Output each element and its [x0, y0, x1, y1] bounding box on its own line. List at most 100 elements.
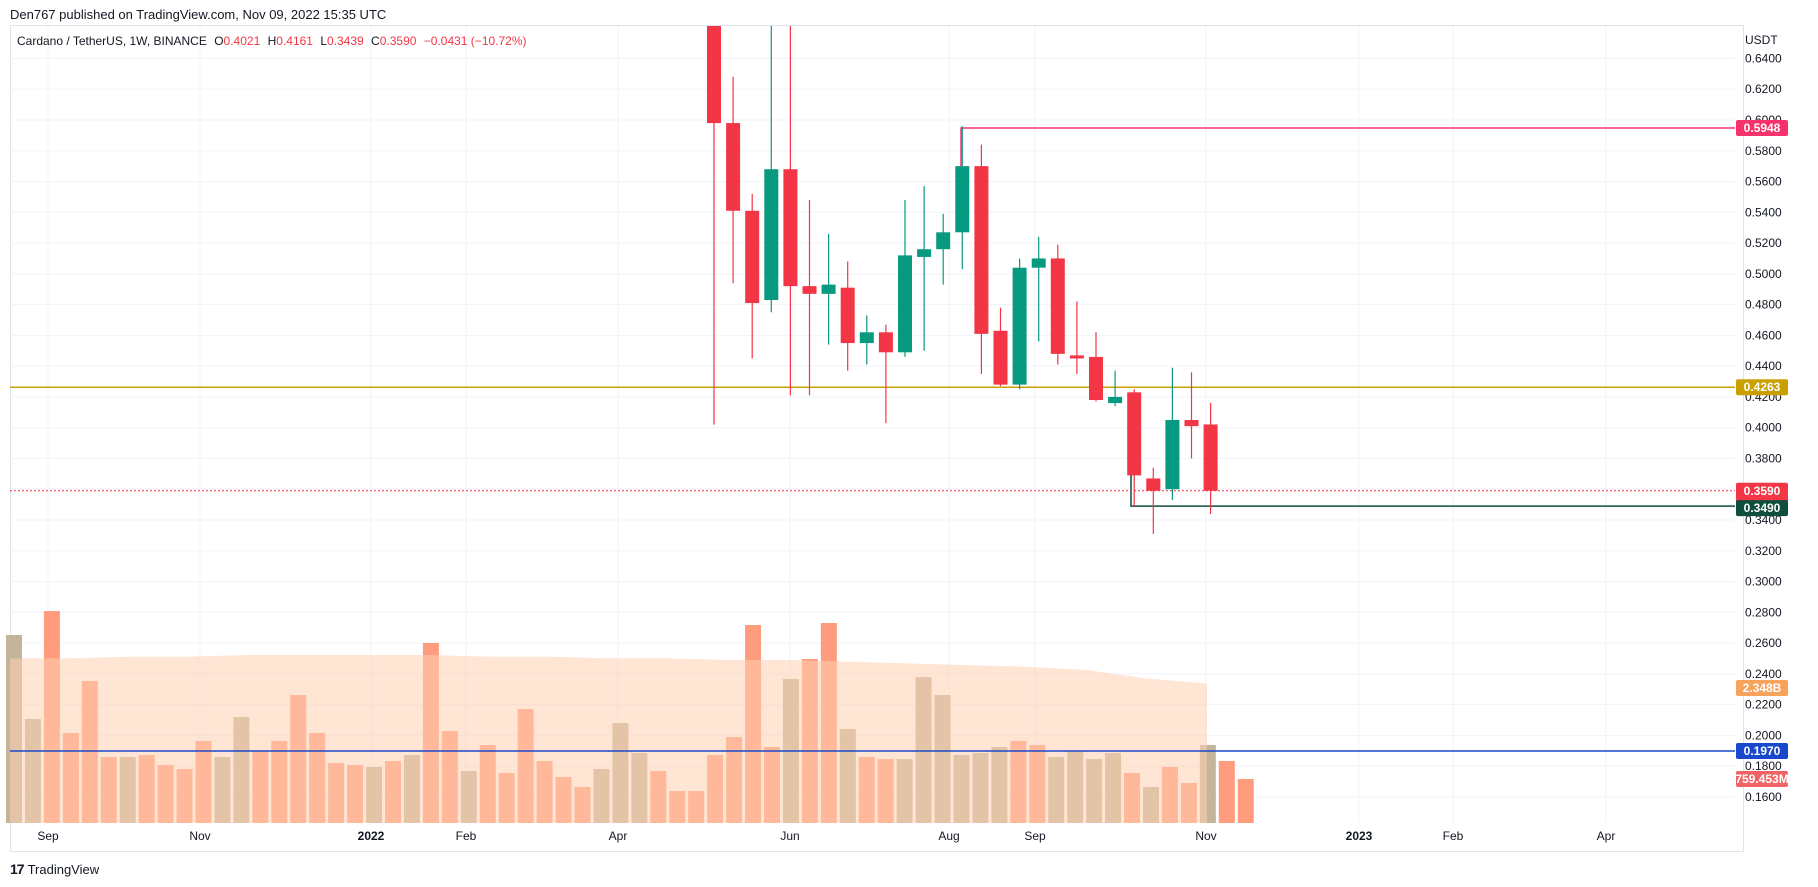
candle-body: [917, 249, 932, 257]
y-tick-label: 0.1600: [1745, 790, 1782, 804]
y-tick-label: 0.4800: [1745, 298, 1782, 312]
candle-body: [955, 166, 970, 233]
candle-body: [840, 287, 855, 344]
level-tag-0.5948: 0.5948: [1744, 121, 1781, 135]
x-tick-label: Aug: [938, 829, 959, 843]
x-tick-label: Apr: [609, 829, 628, 843]
candle-body: [802, 286, 817, 294]
high-label: H: [267, 34, 277, 48]
y-tick-label: 0.4600: [1745, 328, 1782, 342]
candle-body: [821, 284, 836, 294]
x-tick-label: Jun: [780, 829, 799, 843]
volume-bar: [1218, 761, 1235, 823]
candle-body: [878, 332, 893, 353]
close-label: C: [371, 34, 380, 48]
volume-pane: [6, 611, 1254, 823]
chart-frame: [10, 25, 1744, 852]
candle-body: [1031, 258, 1046, 268]
low-label: L: [320, 34, 327, 48]
level-tag-0.4263-bg: [1736, 379, 1788, 396]
y-tick-label: 0.6200: [1745, 82, 1782, 96]
candle-body: [745, 210, 760, 304]
change-value: −0.0431 (−10.72%): [423, 34, 527, 48]
volume-bar: [1237, 779, 1254, 823]
currency-label: USDT: [1745, 33, 1778, 47]
candle-body: [898, 255, 912, 353]
candle-body: [1012, 267, 1027, 385]
candle-body: [1069, 355, 1084, 359]
symbol-label: Cardano / TetherUS, 1W, BINANCE: [17, 34, 207, 48]
candle-body: [974, 166, 989, 334]
y-tick-label: 0.5800: [1745, 144, 1782, 158]
level-tag-0.4263: 0.4263: [1744, 380, 1781, 394]
level-tag-0.5948-bg: [1736, 120, 1788, 136]
level-tag-0.3490-bg: [1736, 500, 1788, 517]
candle-body: [726, 123, 741, 211]
volume-tag-bg: [1736, 771, 1788, 787]
y-tick-label: 0.4000: [1745, 421, 1782, 435]
resistance-line: [960, 127, 1735, 167]
x-tick-label: 2022: [358, 829, 385, 843]
open-label: O: [214, 34, 224, 48]
level-tag-0.3490: 0.3490: [1744, 501, 1781, 515]
y-tick-label: 0.2400: [1745, 667, 1782, 681]
candle-body: [1089, 356, 1103, 400]
price-axis: USDT0.64000.62000.60000.58000.56000.5400…: [1745, 33, 1782, 804]
y-tick-label: 0.2800: [1745, 605, 1782, 619]
y-tick-label: 0.2600: [1745, 636, 1782, 650]
candle-body: [1146, 478, 1161, 491]
candle-body: [1108, 396, 1123, 404]
level-tag-0.1970: 0.1970: [1744, 744, 1781, 758]
low-value: 0.3439: [327, 34, 364, 48]
candle-body: [936, 232, 951, 250]
volume-tag: 759.453M: [1735, 772, 1788, 786]
x-tick-label: 2023: [1346, 829, 1373, 843]
candle-body: [1127, 392, 1142, 476]
tradingview-brand: TradingView: [27, 862, 100, 877]
volume-ma-tag: 2.348B: [1743, 681, 1782, 695]
horizontal-levels: [10, 127, 1735, 752]
low-line: [1130, 473, 1735, 507]
y-tick-label: 0.2200: [1745, 698, 1782, 712]
high-value: 0.4161: [276, 34, 313, 48]
y-tick-label: 0.3400: [1745, 513, 1782, 527]
candle-body: [993, 330, 1008, 385]
ohlc-legend: Cardano / TetherUS, 1W, BINANCE O0.4021 …: [17, 34, 527, 48]
x-tick-label: Sep: [37, 829, 59, 843]
y-tick-label: 0.3200: [1745, 544, 1782, 558]
candle-body: [783, 169, 798, 287]
volume-ma-tag-bg: [1736, 680, 1788, 696]
y-tick-label: 0.3000: [1745, 575, 1782, 589]
x-tick-label: Nov: [1195, 829, 1216, 843]
y-tick-label: 0.5400: [1745, 205, 1782, 219]
candle-body: [1050, 258, 1065, 354]
y-tick-label: 0.4400: [1745, 359, 1782, 373]
candles: [707, 26, 1218, 534]
x-tick-label: Sep: [1024, 829, 1046, 843]
publisher-line: Den767 published on TradingView.com, Nov…: [10, 7, 387, 22]
tradingview-logo-icon: 17: [10, 861, 25, 877]
y-tick-label: 0.3800: [1745, 451, 1782, 465]
x-tick-label: Nov: [189, 829, 210, 843]
close-value: 0.3590: [379, 34, 417, 48]
x-tick-label: Feb: [1443, 829, 1464, 843]
candle-body: [1165, 420, 1180, 490]
level-tag-0.1970-bg: [1736, 743, 1788, 759]
y-tick-label: 0.1800: [1745, 759, 1782, 773]
candle-body: [1203, 424, 1218, 491]
y-tick-label: 0.5000: [1745, 267, 1782, 281]
y-tick-label: 0.6400: [1745, 51, 1782, 65]
last-price-tag: 0.3590: [1744, 484, 1781, 498]
x-tick-label: Feb: [456, 829, 477, 843]
y-tick-label: 0.2000: [1745, 728, 1782, 742]
time-axis: Sep Nov 2022 Feb Apr Jun Aug Sep Nov 2023 Feb Apr: [37, 829, 1615, 843]
candle-body: [764, 169, 779, 300]
open-value: 0.4021: [223, 34, 261, 48]
y-tick-label: 0.5200: [1745, 236, 1782, 250]
tradingview-logo[interactable]: 17 TradingView: [10, 861, 99, 877]
candle-body: [1184, 420, 1199, 427]
candle-body: [707, 26, 721, 124]
candle-body: [859, 332, 874, 344]
